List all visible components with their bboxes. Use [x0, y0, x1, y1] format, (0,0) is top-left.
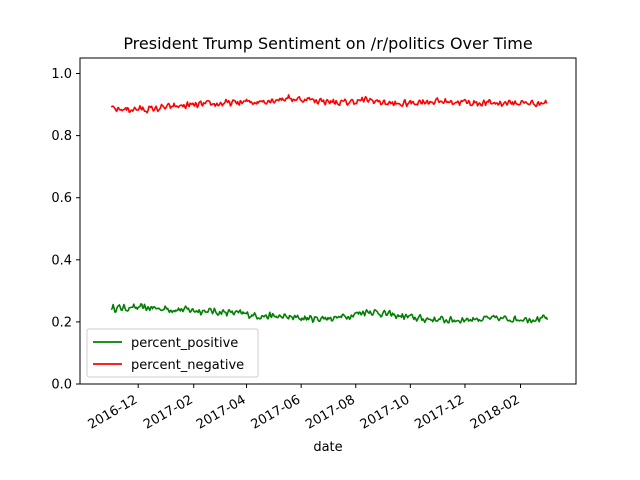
legend-label-percent-negative: percent_negative [131, 358, 244, 373]
legend: percent_positive percent_negative [87, 329, 258, 377]
y-tick-label: 0.0 [51, 378, 72, 393]
legend-label-percent-positive: percent_positive [131, 336, 238, 351]
y-tick-label: 0.8 [51, 129, 72, 144]
x-axis-title: date [313, 440, 342, 455]
y-tick-label: 0.6 [51, 191, 72, 206]
y-tick-label: 1.0 [51, 67, 72, 82]
y-tick-label: 0.4 [51, 253, 72, 268]
y-tick-label: 0.2 [51, 315, 72, 330]
chart-title: President Trump Sentiment on /r/politics… [123, 34, 532, 53]
